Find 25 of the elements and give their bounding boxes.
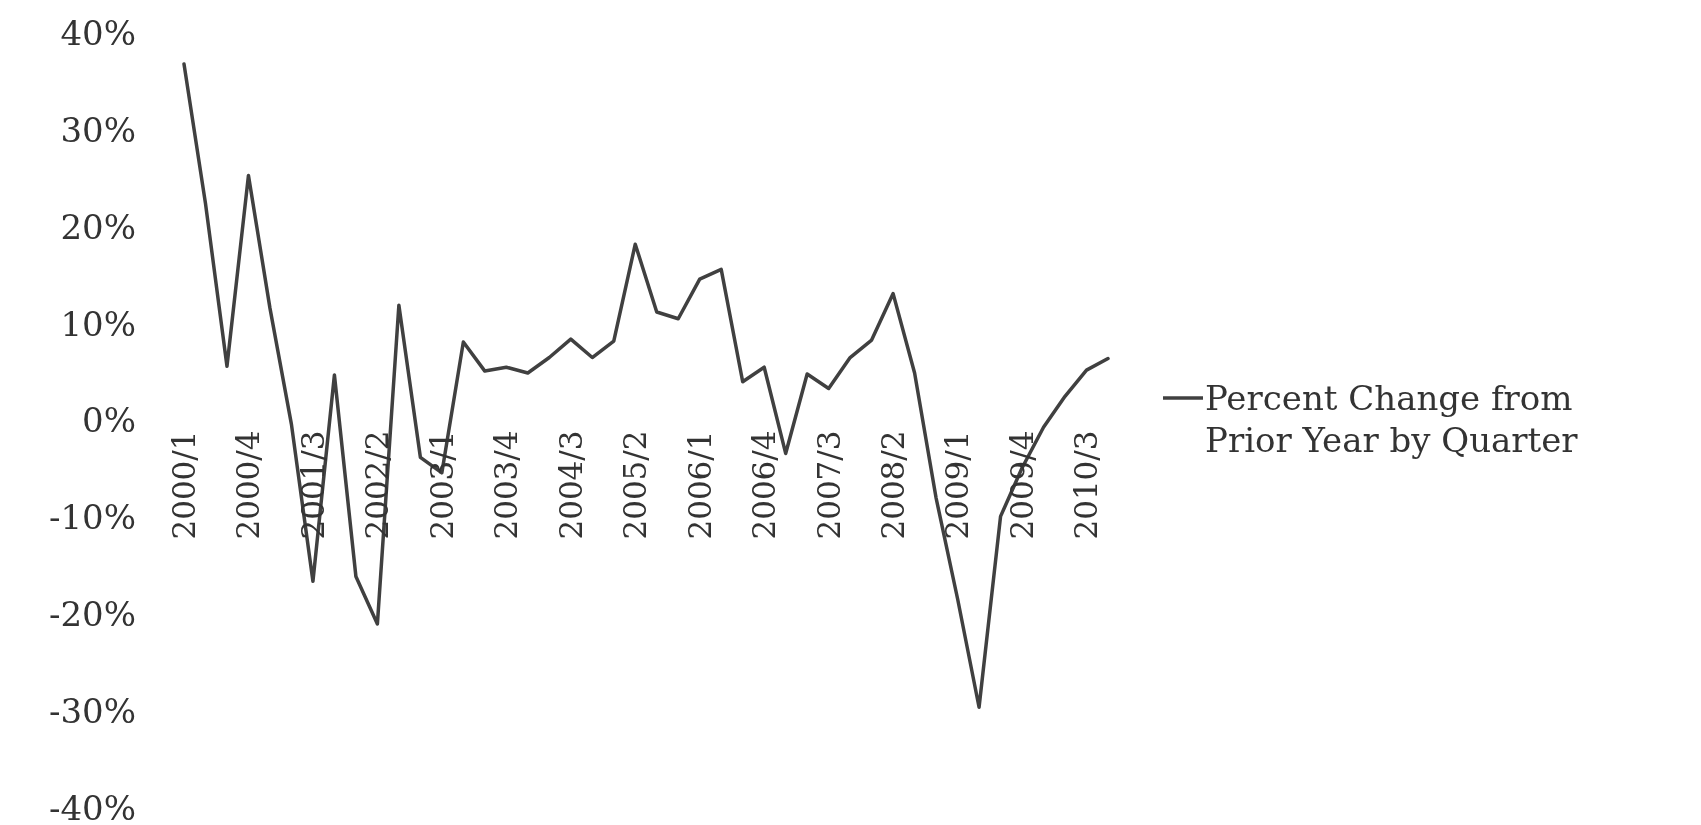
y-tick-label: -30% — [48, 691, 136, 732]
y-tick-label: 0% — [82, 400, 136, 441]
x-tick-label: 2005/2 — [617, 430, 654, 540]
x-tick-label: 2001/3 — [294, 430, 331, 540]
x-tick-label: 2006/4 — [746, 430, 783, 540]
legend-label: Percent Change from Prior Year by Quarter — [1205, 377, 1579, 461]
x-tick-label: 2003/4 — [488, 430, 525, 540]
y-tick-label: -20% — [48, 594, 136, 635]
x-tick-label: 2006/1 — [681, 430, 718, 540]
y-tick-label: 30% — [60, 109, 136, 150]
x-tick-label: 2009/1 — [939, 430, 976, 540]
x-tick-label: 2007/3 — [810, 430, 847, 540]
y-tick-label: -10% — [48, 497, 136, 538]
x-tick-label: 2000/4 — [230, 430, 267, 540]
x-tick-label: 2009/4 — [1003, 430, 1040, 540]
y-tick-label: 20% — [60, 206, 136, 247]
x-tick-label: 2002/2 — [359, 430, 396, 540]
x-tick-label: 2008/2 — [874, 430, 911, 540]
y-tick-label: 10% — [60, 303, 136, 344]
x-tick-label: 2000/1 — [165, 430, 202, 540]
y-tick-label: -40% — [48, 787, 136, 825]
x-tick-label: 2010/3 — [1068, 430, 1105, 540]
x-tick-label: 2004/3 — [552, 430, 589, 540]
x-tick-label: 2003/1 — [423, 430, 460, 540]
y-tick-label: 40% — [60, 12, 136, 53]
